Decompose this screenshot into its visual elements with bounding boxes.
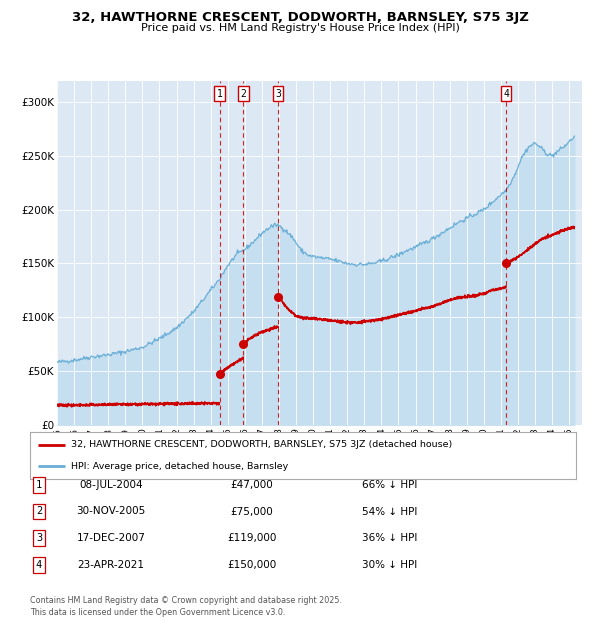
Text: 3: 3	[275, 89, 281, 99]
Text: 4: 4	[36, 560, 42, 570]
Text: 30% ↓ HPI: 30% ↓ HPI	[362, 560, 418, 570]
Text: 17-DEC-2007: 17-DEC-2007	[77, 533, 145, 543]
Text: 66% ↓ HPI: 66% ↓ HPI	[362, 480, 418, 490]
Text: £47,000: £47,000	[230, 480, 274, 490]
Text: HPI: Average price, detached house, Barnsley: HPI: Average price, detached house, Barn…	[71, 461, 288, 471]
Text: Price paid vs. HM Land Registry's House Price Index (HPI): Price paid vs. HM Land Registry's House …	[140, 23, 460, 33]
Text: £150,000: £150,000	[227, 560, 277, 570]
Text: Contains HM Land Registry data © Crown copyright and database right 2025.
This d: Contains HM Land Registry data © Crown c…	[30, 596, 342, 617]
Text: 3: 3	[36, 533, 42, 543]
Text: 54% ↓ HPI: 54% ↓ HPI	[362, 507, 418, 516]
Text: 4: 4	[503, 89, 509, 99]
Text: 2: 2	[241, 89, 247, 99]
Text: £119,000: £119,000	[227, 533, 277, 543]
Text: £75,000: £75,000	[230, 507, 274, 516]
Text: 1: 1	[36, 480, 42, 490]
Text: 36% ↓ HPI: 36% ↓ HPI	[362, 533, 418, 543]
Text: 2: 2	[36, 507, 42, 516]
Text: 32, HAWTHORNE CRESCENT, DODWORTH, BARNSLEY, S75 3JZ: 32, HAWTHORNE CRESCENT, DODWORTH, BARNSL…	[71, 11, 529, 24]
Text: 30-NOV-2005: 30-NOV-2005	[76, 507, 146, 516]
Text: 23-APR-2021: 23-APR-2021	[77, 560, 145, 570]
Text: 08-JUL-2004: 08-JUL-2004	[79, 480, 143, 490]
Text: 32, HAWTHORNE CRESCENT, DODWORTH, BARNSLEY, S75 3JZ (detached house): 32, HAWTHORNE CRESCENT, DODWORTH, BARNSL…	[71, 440, 452, 450]
Text: 1: 1	[217, 89, 223, 99]
